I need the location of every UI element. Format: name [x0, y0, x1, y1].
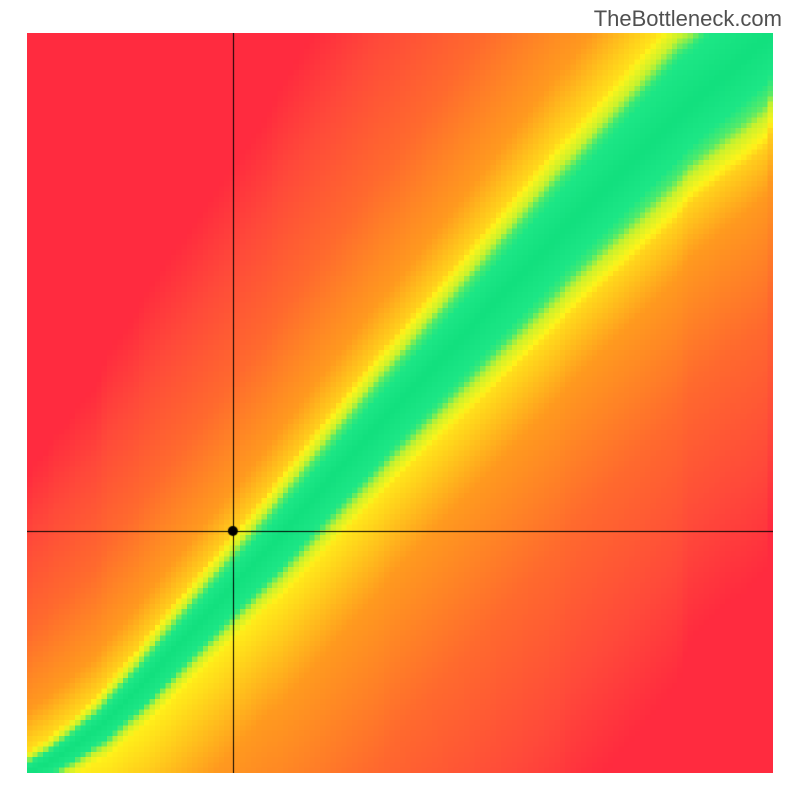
chart-container: TheBottleneck.com	[0, 0, 800, 800]
watermark-text: TheBottleneck.com	[594, 6, 782, 32]
crosshair-overlay	[27, 33, 773, 773]
